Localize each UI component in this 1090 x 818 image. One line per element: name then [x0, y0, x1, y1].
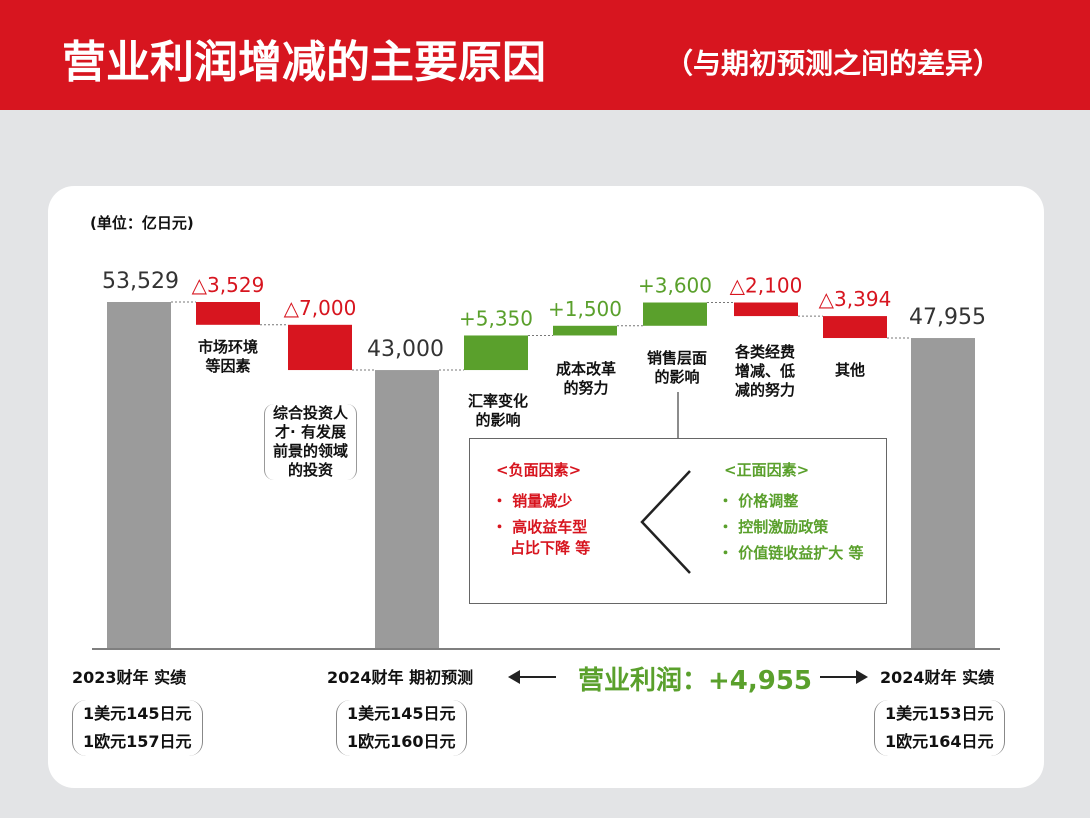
operating-profit-summary: 营业利润：+4,955 [578, 666, 813, 696]
total-value-label: 43,000 [367, 337, 444, 362]
fy2023-label: 2023财年 实绩 [72, 668, 187, 687]
fy2024-actual-label: 2024财年 实绩 [880, 668, 995, 687]
change-bar [196, 302, 260, 325]
change-value-label: +3,600 [638, 274, 712, 298]
label-expense: 各类经费 增减、低 减的努力 [734, 343, 795, 399]
fy2024-forecast-label: 2024财年 期初预测 [327, 668, 474, 687]
change-value-label: △3,394 [819, 287, 892, 311]
actual-rates: 1美元153日元 1欧元164日元 [874, 700, 1005, 756]
factors-box: <负面因素> ・ 销量减少 ・ 高收益车型 占比下降 等 <正面因素> ・ 价格… [469, 438, 887, 604]
unit-label: (单位：亿日元) [90, 214, 194, 232]
fy2023-rates: 1美元145日元 1欧元157日元 [72, 700, 203, 756]
negative-factor-item: ・ 销量减少 [492, 492, 573, 510]
change-value-label: +5,350 [459, 306, 533, 330]
page-subtitle: （与期初预测之间的差异） [665, 47, 1002, 80]
change-bar [734, 302, 798, 317]
change-bar [553, 325, 617, 336]
change-bar [464, 335, 528, 371]
change-bar [823, 316, 887, 339]
label-other: 其他 [834, 361, 865, 379]
negative-factor-item: 占比下降 等 [510, 539, 591, 557]
change-value-label: +1,500 [548, 297, 622, 321]
total-value-label: 47,955 [909, 305, 986, 330]
total-bar [375, 370, 439, 648]
label-sales: 销售层面 的影响 [646, 349, 707, 386]
positive-factors-title: <正面因素> [724, 461, 810, 479]
negative-factors-title: <负面因素> [496, 461, 582, 479]
negative-factor-item: ・ 高收益车型 [492, 518, 588, 536]
label-fx: 汇率变化 的影响 [467, 392, 528, 429]
change-value-label: △7,000 [284, 296, 357, 320]
change-bar [288, 324, 352, 371]
comparison-chevron-icon [640, 470, 691, 574]
total-bar [107, 302, 171, 648]
positive-factor-item: ・ 控制激励政策 [718, 518, 829, 536]
label-invest: 综合投资人 才· 有发展 前景的领域 的投资 [264, 404, 358, 480]
positive-factor-item: ・ 价值链收益扩大 等 [718, 544, 864, 562]
total-value-label: 53,529 [102, 269, 179, 294]
change-bar [643, 302, 707, 326]
positive-factor-item: ・ 价格调整 [718, 492, 799, 510]
header-banner: 营业利润增减的主要原因 （与期初预测之间的差异） [0, 0, 1090, 110]
label-market: 市场环境 等因素 [197, 338, 258, 375]
page-title: 营业利润增减的主要原因 [62, 37, 546, 88]
change-value-label: △3,529 [192, 273, 265, 297]
right-arrow-icon [820, 670, 868, 684]
label-cost: 成本改革 的努力 [555, 360, 616, 397]
total-bar [911, 338, 975, 648]
forecast-rates: 1美元145日元 1欧元160日元 [336, 700, 467, 756]
left-arrow-icon [508, 670, 556, 684]
change-value-label: △2,100 [730, 274, 803, 298]
